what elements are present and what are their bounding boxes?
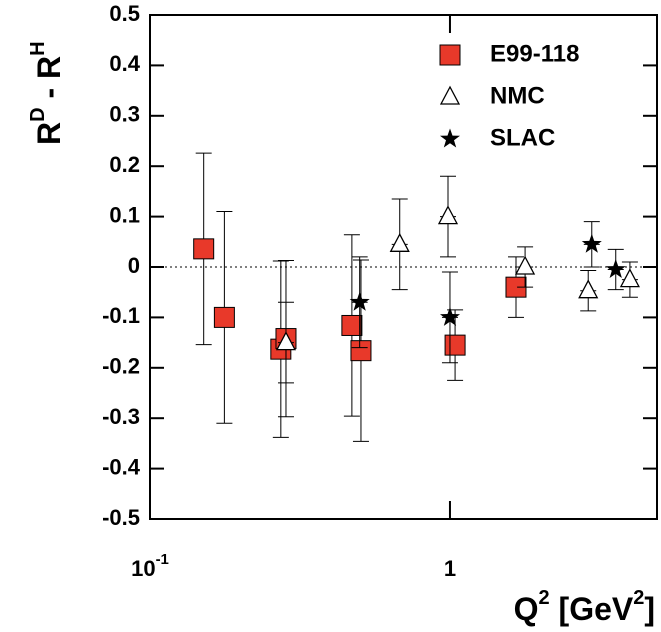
- x-axis-label-part: 2: [633, 587, 644, 609]
- square-marker: [341, 314, 363, 336]
- y-axis-label-part: H: [27, 41, 49, 55]
- square-marker: [350, 340, 372, 362]
- y-axis-label-part: - R: [31, 56, 67, 108]
- square-marker: [444, 334, 466, 356]
- triangle-marker: [619, 268, 640, 288]
- x-axis-label-part: ]: [644, 591, 655, 627]
- triangle-marker: [437, 205, 459, 225]
- square-marker: [213, 306, 235, 328]
- y-tick-label: 0.3: [109, 102, 140, 127]
- y-tick-label: 0.2: [109, 152, 140, 177]
- legend-label: SLAC: [490, 124, 555, 151]
- star-marker: [349, 291, 370, 311]
- x-tick-exponent: -1: [156, 551, 169, 568]
- y-tick-label: -0.5: [102, 505, 140, 530]
- y-tick-label: -0.4: [102, 454, 141, 479]
- x-tick-label: 1: [444, 556, 456, 581]
- x-axis-label-part: Q: [514, 591, 539, 627]
- triangle-marker: [389, 232, 410, 252]
- y-axis-label: RD - RH: [27, 41, 67, 145]
- legend-label: NMC: [490, 82, 545, 109]
- x-tick-base: 10: [131, 556, 155, 581]
- y-axis-label-part: R: [31, 122, 67, 145]
- legend-label: E99-118: [490, 40, 579, 67]
- square-marker: [439, 44, 461, 66]
- triangle-marker: [578, 279, 599, 299]
- triangle-marker: [439, 85, 461, 105]
- x-axis-label-part: 2: [539, 587, 550, 609]
- y-tick-label: 0.5: [109, 1, 140, 26]
- y-tick-label: 0.4: [109, 51, 140, 76]
- y-tick-label: -0.1: [102, 303, 140, 328]
- star-marker: [581, 233, 602, 253]
- triangle-marker: [515, 255, 536, 275]
- square-marker: [193, 238, 215, 260]
- y-tick-label: -0.3: [102, 404, 140, 429]
- triangle-marker: [275, 331, 297, 351]
- star-marker: [440, 128, 460, 148]
- star-marker: [605, 259, 626, 278]
- y-axis-label-part: D: [27, 107, 49, 121]
- y-tick-label: -0.2: [102, 354, 140, 379]
- x-axis-label-part: [GeV: [550, 591, 634, 627]
- x-axis-label: Q2 [GeV2]: [514, 587, 655, 627]
- star-marker: [440, 306, 460, 326]
- y-tick-label: 0.1: [109, 202, 140, 227]
- y-tick-label: 0: [128, 253, 140, 278]
- x-tick-label: 10-1: [131, 551, 169, 581]
